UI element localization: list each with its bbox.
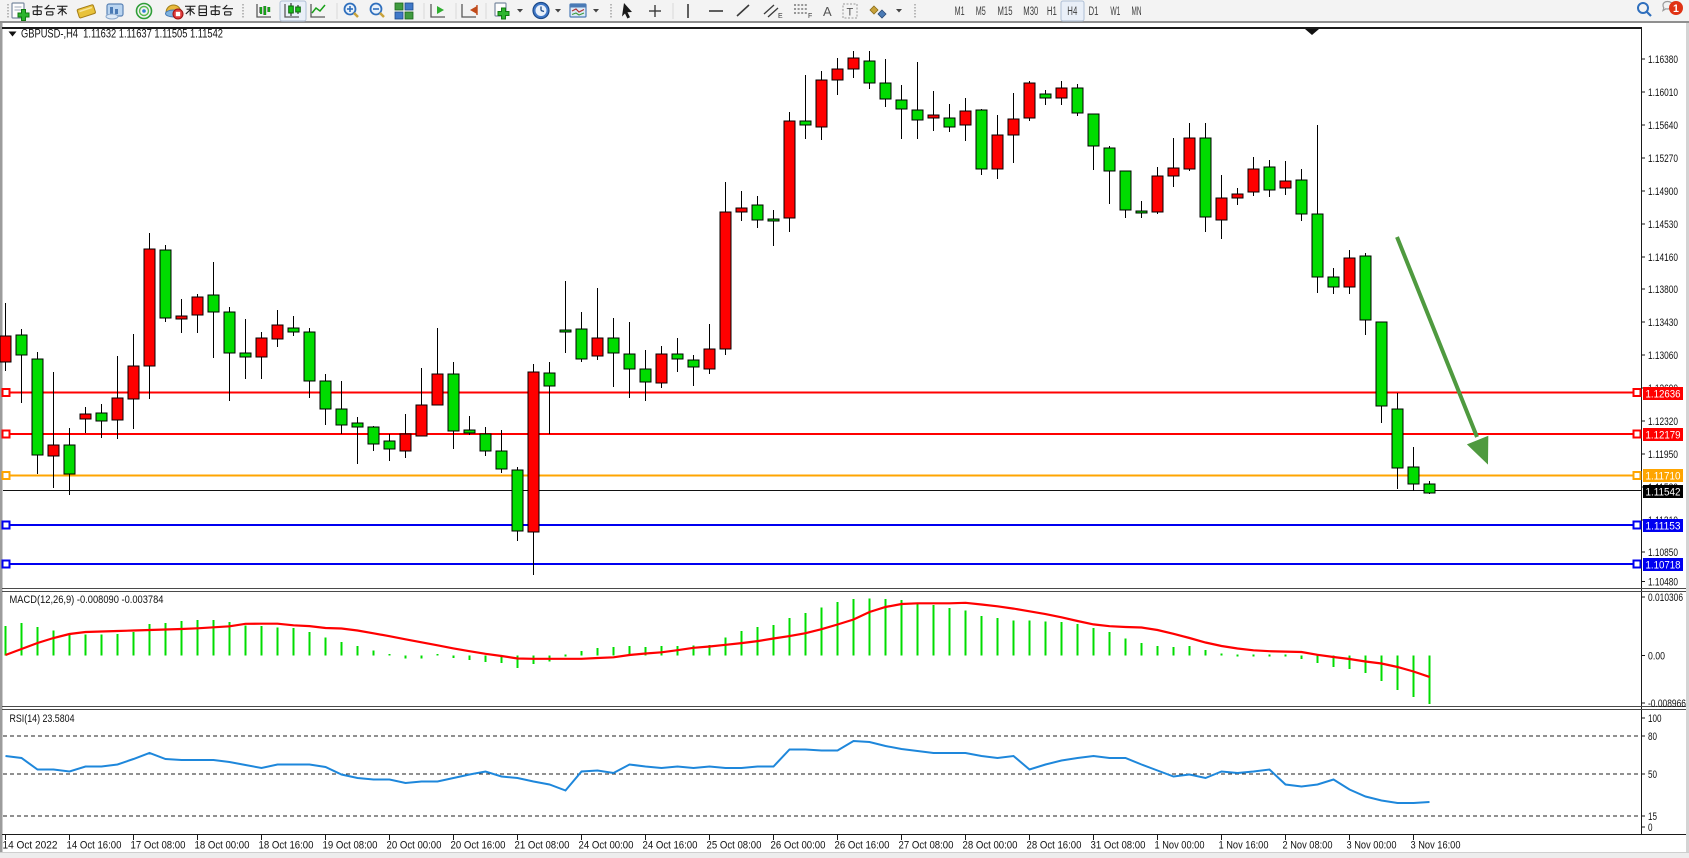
svg-text:15: 15 [1648, 811, 1657, 823]
svg-text:1: 1 [1673, 3, 1679, 15]
svg-text:1.14900: 1.14900 [1648, 186, 1678, 198]
svg-text:T: T [847, 7, 854, 19]
svg-text:0.010306: 0.010306 [1648, 592, 1683, 604]
svg-text:A: A [823, 4, 832, 19]
svg-text:18 Oct 16:00: 18 Oct 16:00 [259, 840, 314, 852]
svg-text:W1: W1 [1110, 6, 1120, 18]
svg-text:F: F [808, 13, 812, 20]
svg-text:25 Oct 08:00: 25 Oct 08:00 [707, 840, 762, 852]
svg-text:1.13800: 1.13800 [1648, 284, 1678, 296]
svg-text:1.14160: 1.14160 [1648, 252, 1678, 264]
svg-text:26 Oct 00:00: 26 Oct 00:00 [771, 840, 826, 852]
svg-text:MACD(12,26,9) -0.008090 -0.003: MACD(12,26,9) -0.008090 -0.003784 [10, 594, 164, 606]
svg-text:0: 0 [1648, 822, 1653, 834]
svg-text:M5: M5 [976, 6, 986, 18]
svg-text:1.10718: 1.10718 [1646, 560, 1681, 572]
svg-text:E: E [778, 13, 783, 20]
svg-text:50: 50 [1648, 769, 1657, 781]
svg-text:19 Oct 08:00: 19 Oct 08:00 [323, 840, 378, 852]
svg-text:1.15640: 1.15640 [1648, 120, 1678, 132]
svg-text:RSI(14) 23.5804: RSI(14) 23.5804 [10, 713, 75, 725]
svg-text:3 Nov 00:00: 3 Nov 00:00 [1347, 840, 1397, 852]
svg-text:1.14530: 1.14530 [1648, 219, 1678, 231]
svg-text:2 Nov 08:00: 2 Nov 08:00 [1283, 840, 1333, 852]
svg-text:20 Oct 16:00: 20 Oct 16:00 [451, 840, 506, 852]
svg-text:1.11542: 1.11542 [1646, 487, 1681, 499]
svg-text:M1: M1 [955, 6, 965, 18]
svg-text:1.10850: 1.10850 [1648, 547, 1678, 559]
svg-text:1.12320: 1.12320 [1648, 416, 1678, 428]
svg-text:26 Oct 16:00: 26 Oct 16:00 [835, 840, 890, 852]
svg-text:17 Oct 08:00: 17 Oct 08:00 [131, 840, 186, 852]
svg-text:1.16010: 1.16010 [1648, 87, 1678, 99]
svg-text:18 Oct 00:00: 18 Oct 00:00 [195, 840, 250, 852]
svg-text:14 Oct 16:00: 14 Oct 16:00 [67, 840, 122, 852]
svg-text:D1: D1 [1089, 6, 1099, 18]
svg-text:20 Oct 00:00: 20 Oct 00:00 [387, 840, 442, 852]
svg-text:3 Nov 16:00: 3 Nov 16:00 [1411, 840, 1461, 852]
svg-text:M30: M30 [1023, 6, 1038, 18]
svg-text:1.11153: 1.11153 [1646, 521, 1681, 533]
svg-text:14 Oct 2022: 14 Oct 2022 [3, 840, 58, 852]
svg-text:GBPUSD-,H4 1.11632 1.11637 1.: GBPUSD-,H4 1.11632 1.11637 1.11505 1.115… [21, 29, 223, 41]
svg-text:1.12179: 1.12179 [1646, 430, 1681, 442]
svg-text:1.11710: 1.11710 [1646, 471, 1681, 483]
svg-text:1.15270: 1.15270 [1648, 153, 1678, 165]
svg-text:24 Oct 16:00: 24 Oct 16:00 [643, 840, 698, 852]
svg-text:24 Oct 00:00: 24 Oct 00:00 [579, 840, 634, 852]
svg-text:27 Oct 08:00: 27 Oct 08:00 [899, 840, 954, 852]
svg-text:0.00: 0.00 [1648, 651, 1665, 663]
svg-text:1.10480: 1.10480 [1648, 577, 1678, 589]
svg-text:1.13430: 1.13430 [1648, 317, 1678, 329]
svg-text:MN: MN [1132, 6, 1142, 18]
svg-text:H1: H1 [1047, 6, 1057, 18]
svg-text:-0.008966: -0.008966 [1648, 698, 1686, 710]
svg-text:1.12636: 1.12636 [1646, 389, 1681, 401]
svg-text:31 Oct 08:00: 31 Oct 08:00 [1091, 840, 1146, 852]
svg-text:1.16380: 1.16380 [1648, 54, 1678, 66]
svg-text:1 Nov 16:00: 1 Nov 16:00 [1219, 840, 1269, 852]
svg-text:28 Oct 00:00: 28 Oct 00:00 [963, 840, 1018, 852]
svg-text:1.13060: 1.13060 [1648, 350, 1678, 362]
svg-text:21 Oct 08:00: 21 Oct 08:00 [515, 840, 570, 852]
svg-text:28 Oct 16:00: 28 Oct 16:00 [1027, 840, 1082, 852]
svg-text:100: 100 [1648, 713, 1662, 725]
svg-text:80: 80 [1648, 731, 1657, 743]
svg-text:H4: H4 [1067, 6, 1077, 18]
svg-text:1 Nov 00:00: 1 Nov 00:00 [1155, 840, 1205, 852]
svg-text:1.11950: 1.11950 [1648, 449, 1678, 461]
svg-text:M15: M15 [998, 6, 1013, 18]
